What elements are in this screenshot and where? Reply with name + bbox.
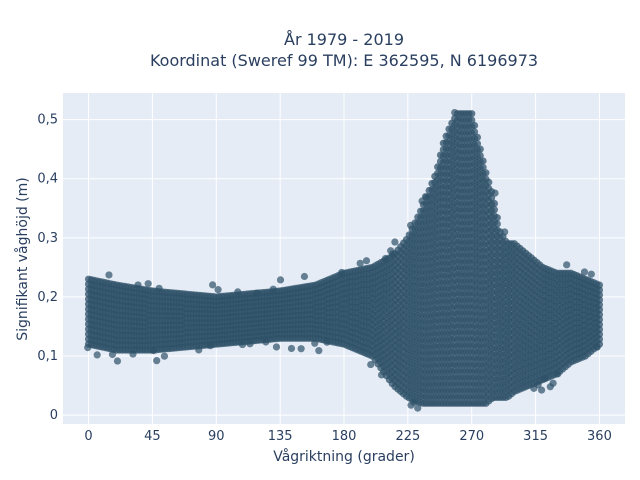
y-tick-label: 0,5 [37, 113, 58, 128]
data-point [470, 121, 479, 130]
data-point [476, 151, 484, 160]
y-axis-ticks: 0 0,1 0,2 0,3 0,4 0,5 [37, 113, 58, 424]
data-point [479, 163, 487, 171]
data-point [276, 276, 285, 284]
data-point [493, 220, 501, 228]
data-point [468, 110, 476, 118]
data-point [595, 330, 604, 338]
x-tick-label: 270 [459, 429, 484, 444]
data-point [391, 238, 399, 246]
data-point [595, 315, 604, 324]
data-point [595, 335, 604, 343]
data-point [563, 261, 571, 269]
x-tick-label: 0 [84, 429, 92, 444]
data-point [493, 214, 501, 222]
y-tick-label: 0,1 [37, 349, 58, 364]
data-point [491, 189, 499, 197]
data-point [468, 116, 476, 124]
data-point [414, 404, 422, 412]
data-point [153, 357, 161, 365]
y-tick-label: 0,2 [37, 290, 58, 305]
data-point [537, 386, 546, 394]
data-point [113, 357, 122, 365]
data-point [595, 291, 604, 299]
y-tick-label: 0,3 [37, 231, 58, 246]
data-point [580, 268, 589, 276]
data-point [595, 281, 604, 289]
data-point [287, 344, 296, 353]
y-tick-label: 0,4 [37, 172, 58, 187]
data-point [595, 320, 604, 329]
data-point [501, 228, 509, 236]
data-point [595, 286, 604, 294]
data-point [93, 351, 101, 359]
data-point [362, 257, 371, 265]
data-point [549, 379, 557, 387]
data-point [209, 281, 217, 289]
x-tick-label: 90 [208, 429, 225, 444]
data-points [84, 108, 604, 412]
x-tick-label: 360 [587, 429, 612, 444]
x-axis-label: Vågriktning (grader) [273, 448, 415, 465]
data-point [595, 311, 604, 319]
data-point [272, 343, 281, 351]
chart-title-line1: År 1979 - 2019 [284, 30, 404, 49]
data-point [595, 306, 604, 314]
data-point [595, 296, 604, 304]
data-point [300, 272, 309, 281]
x-axis-ticks: 0 45 90 135 180 225 270 315 360 [84, 429, 611, 444]
data-point [479, 157, 487, 165]
data-point [470, 128, 479, 136]
data-point [595, 340, 604, 348]
data-point [476, 145, 484, 153]
data-point [144, 280, 152, 288]
data-point [160, 352, 169, 360]
data-point [490, 199, 499, 208]
x-tick-label: 180 [332, 429, 357, 444]
x-tick-label: 225 [395, 429, 420, 444]
x-tick-label: 315 [523, 429, 548, 444]
chart-title-line2: Koordinat (Sweref 99 TM): E 362595, N 61… [150, 51, 538, 70]
data-point [367, 360, 375, 369]
data-point [356, 259, 364, 267]
data-point [473, 133, 482, 141]
data-point [485, 178, 493, 186]
data-point [297, 345, 305, 353]
data-point [482, 169, 490, 177]
data-point [315, 347, 323, 355]
data-point [595, 325, 604, 334]
data-point [595, 301, 604, 309]
data-point [473, 140, 482, 148]
x-tick-label: 45 [144, 429, 161, 444]
y-tick-label: 0 [50, 408, 58, 423]
data-point [105, 271, 113, 279]
y-axis-label: Signifikant våghöjd (m) [14, 177, 31, 340]
data-point [214, 286, 222, 294]
data-point [587, 270, 595, 278]
x-tick-label: 135 [268, 429, 293, 444]
data-point [490, 206, 499, 214]
